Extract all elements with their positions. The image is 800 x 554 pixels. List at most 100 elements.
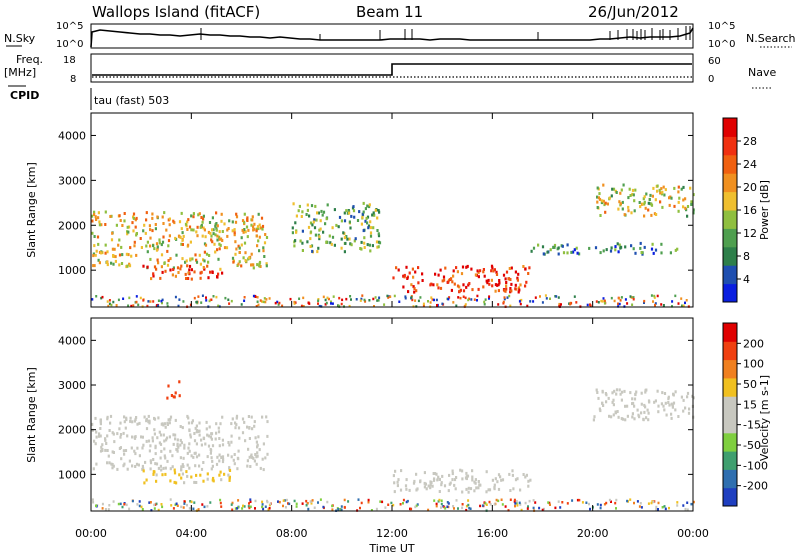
data-cell: [621, 200, 624, 204]
data-cell: [474, 478, 477, 482]
data-cell: [528, 266, 531, 270]
data-cell: [219, 243, 222, 247]
data-cell: [598, 407, 601, 411]
data-cell: [484, 298, 487, 301]
data-cell: [123, 212, 126, 215]
data-cell: [277, 500, 279, 503]
data-cell: [257, 239, 260, 243]
data-cell: [645, 416, 648, 420]
data-cell: [138, 504, 141, 508]
data-cell: [600, 299, 603, 303]
data-cell: [488, 282, 491, 286]
data-cell: [599, 214, 602, 217]
data-cell: [223, 222, 226, 226]
data-cell: [448, 482, 451, 486]
data-cell: [408, 271, 411, 275]
data-cell: [690, 203, 693, 206]
data-cell: [135, 232, 138, 235]
data-cell: [477, 271, 480, 275]
data-cell: [642, 418, 645, 422]
data-cell: [383, 303, 386, 306]
data-cell: [363, 241, 366, 245]
data-cell: [190, 277, 193, 281]
data-cell: [360, 222, 363, 226]
data-cell: [682, 205, 685, 209]
data-cell: [298, 204, 301, 208]
data-cell: [172, 442, 175, 446]
data-cell: [557, 296, 560, 299]
data-cell: [258, 264, 261, 268]
data-cell: [179, 456, 182, 460]
data-cell: [686, 391, 690, 395]
data-cell: [200, 224, 203, 227]
data-cell: [198, 253, 201, 257]
data-cell: [293, 244, 296, 248]
data-cell: [91, 298, 94, 301]
data-cell: [467, 503, 470, 507]
data-cell: [156, 258, 159, 262]
data-cell: [517, 290, 520, 294]
data-cell: [525, 473, 528, 477]
data-cell: [137, 463, 140, 467]
data-cell: [455, 499, 458, 502]
data-cell: [652, 186, 655, 190]
colorbar-swatch: [723, 173, 737, 193]
data-cell: [205, 296, 207, 299]
colorbar-swatch: [723, 451, 737, 470]
power-colorbar-label: Power [dB]: [758, 180, 771, 240]
data-cell: [142, 469, 145, 473]
data-cell: [364, 300, 367, 303]
data-cell: [541, 301, 544, 304]
data-cell: [366, 221, 369, 225]
data-cell: [620, 188, 623, 192]
data-cell: [100, 296, 103, 300]
y-tick-label: 2000: [58, 219, 86, 232]
data-cell: [485, 470, 488, 474]
data-cell: [250, 263, 253, 267]
data-cell: [105, 442, 108, 445]
data-cell: [448, 473, 451, 477]
data-cell: [206, 433, 209, 437]
data-cell: [431, 484, 434, 488]
data-cell: [133, 419, 136, 423]
data-cell: [179, 438, 182, 442]
colorbar-swatch: [723, 341, 737, 361]
data-cell: [376, 299, 379, 302]
data-cell: [522, 473, 525, 476]
colorbar-swatch: [723, 246, 737, 266]
data-cell: [110, 261, 113, 265]
data-cell: [165, 436, 169, 440]
data-cell: [367, 224, 371, 228]
data-cell: [626, 414, 629, 418]
data-cell: [405, 478, 408, 482]
data-cell: [399, 503, 402, 506]
data-cell: [114, 259, 117, 263]
data-cell: [212, 228, 215, 232]
data-cell: [211, 464, 214, 468]
data-cell: [589, 507, 591, 511]
data-cell: [147, 414, 150, 418]
data-cell: [113, 440, 116, 444]
data-cell: [216, 234, 219, 238]
data-cell: [133, 244, 136, 248]
data-cell: [527, 272, 530, 275]
data-cell: [190, 421, 194, 425]
data-cell: [98, 432, 101, 436]
data-cell: [182, 456, 185, 460]
colorbar-tick-label: -200: [743, 480, 768, 493]
data-cell: [123, 415, 126, 419]
data-cell: [106, 415, 109, 419]
data-cell: [378, 241, 382, 245]
time-axis-label: Time UT: [368, 542, 414, 554]
data-cell: [448, 296, 451, 299]
data-cell: [237, 449, 240, 453]
data-cell: [363, 246, 366, 249]
data-cell: [184, 222, 188, 226]
data-cell: [421, 272, 424, 276]
data-cell: [670, 402, 673, 406]
data-cell: [353, 215, 356, 219]
time-tick-label: 08:00: [276, 527, 308, 540]
data-cell: [186, 414, 189, 418]
data-cell: [502, 273, 506, 277]
